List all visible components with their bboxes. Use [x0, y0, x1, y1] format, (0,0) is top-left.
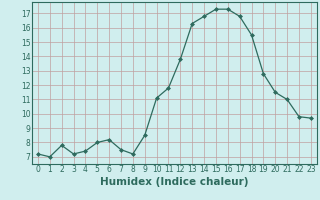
X-axis label: Humidex (Indice chaleur): Humidex (Indice chaleur) [100, 177, 249, 187]
